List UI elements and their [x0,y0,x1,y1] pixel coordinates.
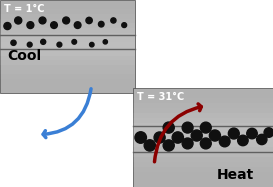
Bar [133,108,273,113]
Bar [0,79,135,84]
Bar [133,182,273,187]
Bar [133,133,273,137]
Circle shape [264,128,273,137]
Bar [0,19,135,23]
Bar [0,14,135,19]
Text: Heat: Heat [217,168,254,182]
Circle shape [163,140,174,151]
Bar [0,65,135,70]
Circle shape [41,39,46,44]
Circle shape [182,122,193,133]
Circle shape [247,128,257,139]
Bar [0,0,135,5]
Circle shape [200,138,211,149]
Bar [133,172,273,177]
Circle shape [135,132,146,143]
Circle shape [182,138,193,149]
Bar [0,42,135,47]
Circle shape [72,39,76,44]
Bar [133,88,273,187]
Circle shape [209,130,220,141]
Bar [133,152,273,157]
Text: T = 1°C: T = 1°C [4,4,44,14]
Bar [133,103,273,108]
Bar [0,0,135,93]
Circle shape [200,122,211,133]
Text: Cool: Cool [7,49,41,63]
Circle shape [74,22,81,28]
Bar [133,162,273,167]
Text: T = 31°C: T = 31°C [137,92,184,102]
Bar [133,118,273,123]
Circle shape [219,136,230,147]
Circle shape [144,140,155,151]
Bar [0,28,135,33]
Circle shape [27,42,32,47]
Circle shape [4,22,11,30]
Bar [133,177,273,182]
Bar [0,74,135,79]
Circle shape [27,22,34,29]
Bar [0,84,135,88]
Bar [0,60,135,65]
Circle shape [39,17,46,24]
Bar [0,9,135,14]
Bar [133,167,273,172]
Circle shape [191,130,202,141]
Circle shape [122,23,127,27]
Bar [133,123,273,128]
Circle shape [63,17,70,24]
Bar [0,23,135,28]
Circle shape [51,22,57,28]
Circle shape [111,18,116,23]
Bar [0,56,135,60]
Bar [0,33,135,37]
Bar [133,157,273,162]
Bar [133,137,273,142]
Bar [133,142,273,147]
Circle shape [228,128,239,139]
Circle shape [15,17,22,24]
Circle shape [86,17,92,24]
Bar [133,88,273,93]
Circle shape [163,122,174,133]
Bar [0,47,135,51]
Bar [0,5,135,9]
Bar [133,98,273,103]
Bar [133,113,273,118]
Circle shape [103,40,108,44]
Bar [133,128,273,133]
Bar [133,147,273,152]
Circle shape [90,42,94,47]
Circle shape [57,42,62,47]
Bar [133,93,273,98]
Circle shape [257,134,267,145]
Circle shape [11,40,16,45]
Bar [0,37,135,42]
Bar [0,70,135,74]
Circle shape [172,132,183,143]
Circle shape [238,135,248,146]
Bar [0,51,135,56]
Circle shape [99,21,104,27]
Circle shape [154,132,165,143]
Bar [0,88,135,93]
